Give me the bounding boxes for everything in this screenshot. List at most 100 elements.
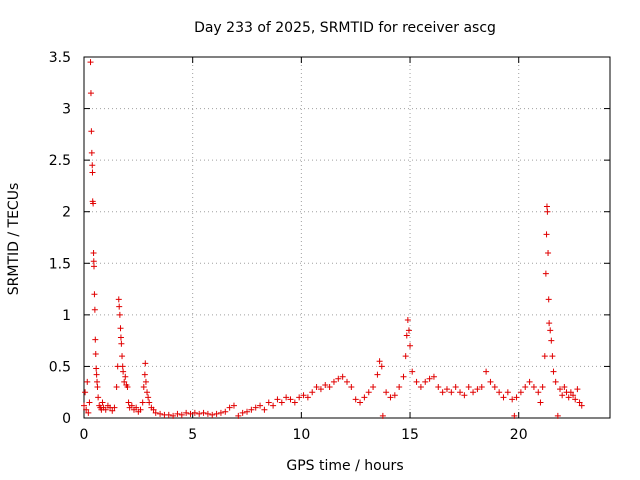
data-point [125, 399, 132, 406]
data-point [142, 360, 149, 367]
data-point [370, 384, 377, 391]
data-point [90, 200, 97, 207]
data-point [504, 389, 511, 396]
data-point [95, 394, 102, 401]
data-point [535, 389, 542, 396]
data-point [87, 90, 94, 97]
data-point [81, 402, 87, 409]
data-point [548, 337, 555, 344]
data-point [465, 384, 472, 391]
data-point [470, 389, 477, 396]
data-point [547, 327, 554, 334]
data-point [452, 384, 459, 391]
data-point [128, 402, 135, 409]
data-point [379, 412, 386, 419]
data-point [204, 410, 211, 417]
data-point [93, 365, 100, 372]
data-point [150, 406, 157, 413]
y-tick-label: 0 [62, 411, 71, 427]
data-point [330, 378, 337, 385]
data-point [546, 320, 553, 327]
data-point [89, 169, 96, 176]
data-point [88, 149, 95, 156]
data-point [511, 412, 518, 419]
data-point [407, 342, 414, 349]
data-point [474, 386, 481, 393]
data-point [217, 409, 224, 416]
data-point [283, 394, 290, 401]
data-point [145, 394, 152, 401]
data-point [116, 311, 123, 318]
data-point [578, 402, 585, 409]
x-axis-label: GPS time / hours [286, 458, 403, 474]
data-point [491, 384, 498, 391]
data-point [178, 411, 185, 418]
data-point [142, 378, 149, 385]
data-point [200, 409, 207, 416]
data-point [252, 404, 259, 411]
data-point [304, 394, 311, 401]
data-point [157, 410, 164, 417]
data-point [439, 389, 446, 396]
data-point [561, 384, 568, 391]
data-point [89, 162, 96, 169]
data-point [313, 384, 320, 391]
y-tick-label: 1 [62, 308, 71, 324]
y-tick-label: 2 [62, 205, 71, 221]
data-point [119, 353, 126, 360]
x-tick-label: 5 [188, 427, 197, 443]
data-point [513, 394, 520, 401]
data-point [396, 384, 403, 391]
data-point [543, 231, 550, 238]
data-point [572, 396, 579, 403]
data-point [165, 411, 172, 418]
data-point [544, 208, 551, 215]
data-point [487, 378, 494, 385]
data-point [309, 389, 316, 396]
data-point [570, 392, 577, 399]
data-point [426, 375, 433, 382]
data-point [137, 406, 144, 413]
data-point [90, 258, 97, 265]
data-point [274, 396, 281, 403]
grid-lines [84, 57, 610, 418]
data-point [141, 371, 148, 378]
data-point [430, 373, 437, 380]
data-point [545, 249, 552, 256]
y-tick-label: 3.5 [49, 50, 71, 66]
data-point [443, 386, 450, 393]
data-point [139, 399, 146, 406]
data-point [120, 368, 127, 375]
data-point [550, 368, 557, 375]
y-tick-label: 3 [62, 102, 71, 118]
data-point [144, 389, 151, 396]
data-point [500, 394, 507, 401]
data-point [239, 409, 246, 416]
data-point [541, 353, 548, 360]
data-point [576, 399, 583, 406]
data-point [230, 402, 237, 409]
data-point [140, 384, 147, 391]
data-point [461, 392, 468, 399]
data-point [391, 392, 398, 399]
data-point [222, 408, 229, 415]
data-point [121, 378, 128, 385]
data-point [374, 371, 381, 378]
data-point [567, 389, 574, 396]
data-point [85, 409, 92, 416]
data-point [102, 406, 109, 413]
data-point [196, 410, 203, 417]
data-point [326, 384, 333, 391]
y-tick-label: 1.5 [49, 256, 71, 272]
data-point [116, 303, 123, 310]
data-point [99, 399, 106, 406]
data-point [435, 384, 442, 391]
data-point [526, 378, 533, 385]
data-point [554, 412, 561, 419]
data-point [574, 386, 581, 393]
y-tick-label: 0.5 [49, 359, 71, 375]
data-point [174, 410, 181, 417]
data-point [552, 378, 559, 385]
tick-labels: 0 5 10 15 20 0 0.5 1 1.5 2 2.5 3 3.5 [49, 50, 528, 443]
data-point [92, 336, 99, 343]
